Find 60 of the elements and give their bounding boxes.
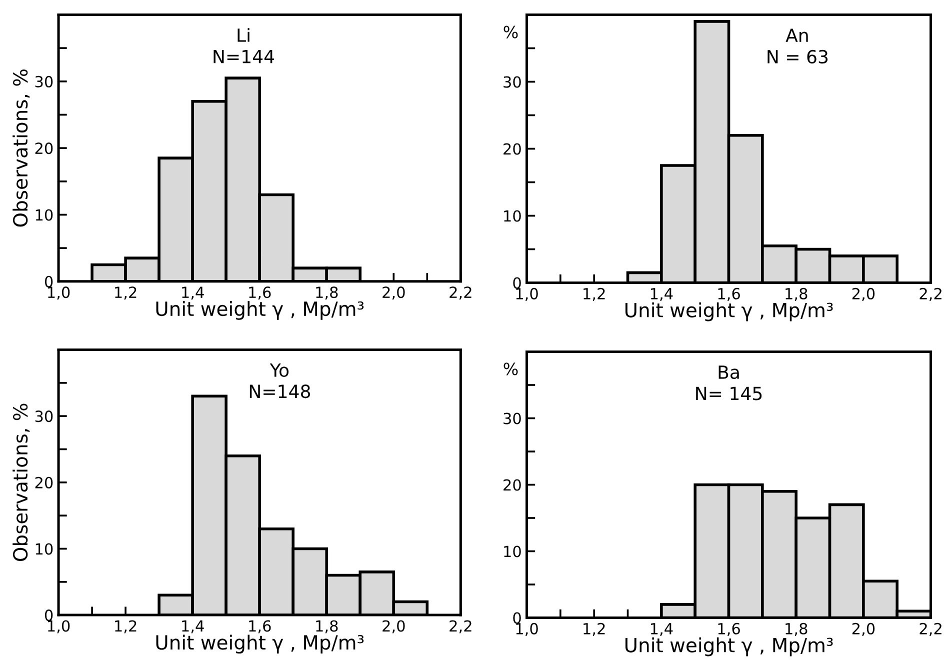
y-axis-title: %: [504, 26, 518, 38]
text: Li: [238, 28, 250, 42]
y-tick-label: 0: [44, 276, 53, 288]
x-tick-label: 1,8: [316, 286, 338, 300]
x-tick-label: 1,2: [115, 620, 136, 634]
x-tick-label: 2,0: [382, 286, 405, 300]
x-tick-label: 1,6: [718, 622, 740, 636]
text: N=144: [214, 50, 274, 64]
y-tick-label: 30: [504, 412, 521, 424]
y-tick-label: 0: [44, 610, 53, 622]
x-tick-label: 2,2: [450, 620, 472, 634]
x-tick-label: 1,8: [316, 620, 338, 634]
y-axis-title: %: [504, 362, 518, 376]
y-tick-label: 10: [36, 209, 53, 221]
x-tick-label: 1,2: [115, 286, 136, 300]
x-tick-label: 1,8: [786, 622, 808, 636]
y-tick-label: 20: [504, 479, 521, 491]
y-tick-label: 10: [36, 543, 53, 555]
x-tick-label: 1,2: [584, 288, 605, 301]
x-tick-label: 1,6: [249, 620, 271, 634]
x-tick-label: 1,4: [182, 620, 204, 634]
x-tick-label: 2,0: [382, 620, 405, 634]
x-tick-label: 1,4: [650, 288, 673, 301]
y-tick-label: 10: [504, 546, 521, 558]
y-tick-label: 30: [35, 410, 53, 422]
y-tick-label: 20: [35, 476, 53, 488]
x-tick-label: 2,2: [920, 288, 942, 301]
text: An: [786, 28, 808, 42]
x-tick-label: 1,6: [249, 286, 271, 300]
text: N = 63: [768, 50, 828, 64]
x-axis-title: Unit weight γ , Mp/m³: [625, 637, 833, 656]
x-tick-label: 2,0: [852, 622, 875, 636]
y-tick-label: 20: [35, 142, 53, 154]
y-axis-title: Observations, %: [12, 69, 30, 227]
x-tick-label: 1,0: [48, 286, 70, 300]
x-tick-label: 2,2: [450, 286, 472, 300]
x-axis-title: Unit weight γ , Mp/m³: [156, 634, 364, 654]
y-tick-label: 30: [504, 76, 521, 88]
x-tick-label: 1,8: [786, 288, 808, 301]
y-tick-label: 30: [35, 76, 53, 88]
x-tick-label: 1,2: [584, 622, 605, 636]
x-tick-label: 1,6: [718, 288, 740, 301]
text: Yo: [270, 364, 289, 377]
text: Ba: [718, 366, 739, 380]
x-tick-label: 1,4: [182, 286, 204, 300]
x-axis-title: Unit weight γ , Mp/m³: [156, 301, 364, 320]
y-tick-label: 20: [504, 143, 521, 155]
x-tick-label: 1,0: [516, 622, 538, 636]
x-tick-label: 1,4: [650, 623, 673, 636]
y-tick-label: 0: [513, 612, 521, 624]
y-tick-label: 10: [504, 210, 521, 222]
text: N=148: [250, 384, 310, 398]
x-tick-label: 2,0: [852, 288, 875, 301]
y-axis-title: Observations, %: [12, 404, 30, 561]
x-tick-label: 1,0: [48, 620, 70, 634]
text: N= 145: [696, 386, 762, 400]
x-tick-label: 1,0: [516, 288, 538, 301]
x-tick-label: 2,2: [920, 622, 942, 636]
y-tick-label: 0: [513, 277, 521, 289]
x-axis-title: Unit weight γ , Mp/m³: [625, 302, 833, 322]
